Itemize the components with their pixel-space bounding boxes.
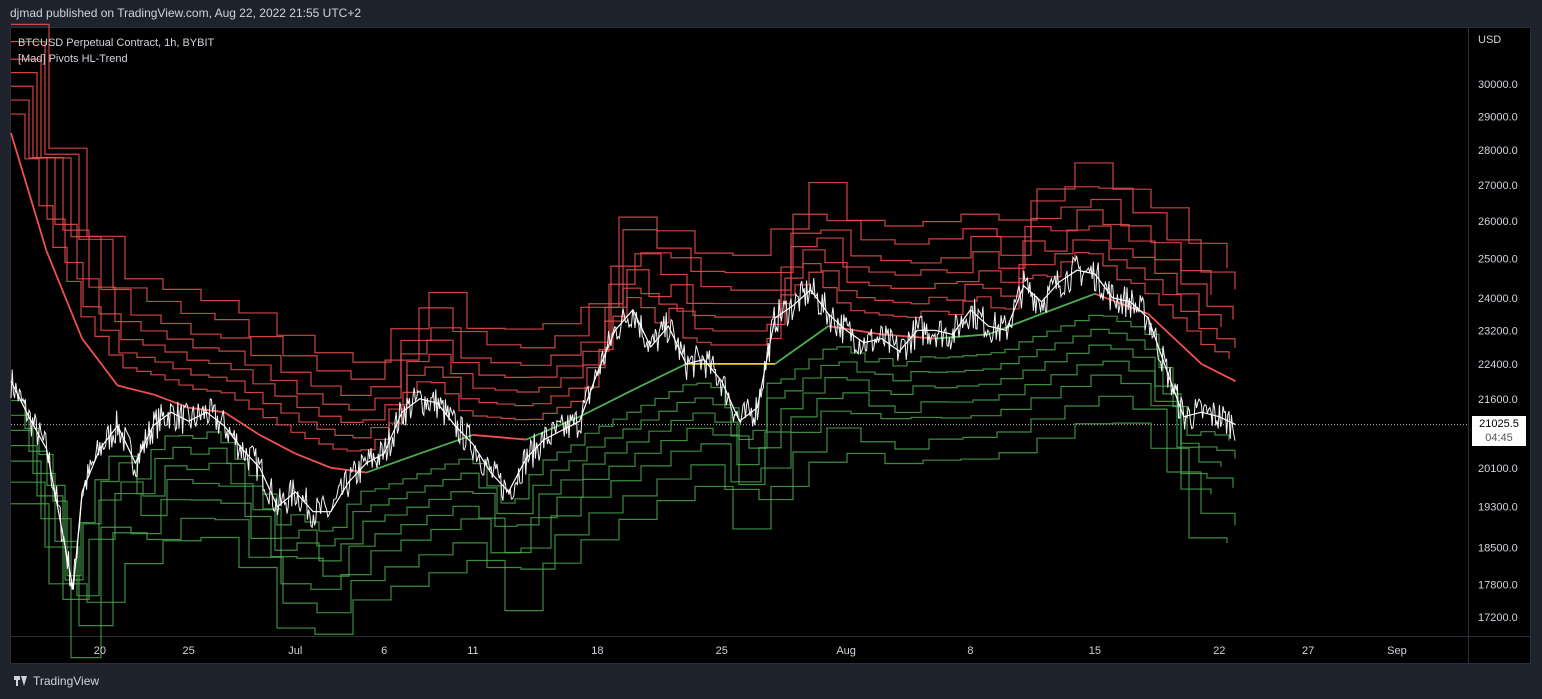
trend-segment [632,363,687,391]
y-tick-label: 25000.0 [1478,254,1518,266]
x-tick-label: Jul [288,645,302,657]
trend-segment [1041,292,1096,315]
x-tick-label: 27 [1302,645,1314,657]
trend-segment [472,434,527,441]
chart-legend: BTCUSD Perpetual Contract, 1h, BYBIT [Ma… [18,35,214,67]
price-layer [10,255,1236,590]
time-axis: 20 25 Jul 6 11 18 25 Aug 8 15 22 27 Sep [94,645,1407,657]
resistance-band-line [11,72,1234,411]
resistance-band-line [11,85,1222,423]
resistance-band-line [11,41,1236,380]
x-tick-label: 15 [1089,645,1101,657]
support-band-line [11,314,1230,577]
x-tick-label: 8 [967,645,973,657]
resistance-band-line [11,113,1230,452]
last-price-value: 21025.5 [1479,418,1519,430]
trend-segment [81,338,119,387]
trend-segment [10,132,48,252]
symbol-title: BTCUSD Perpetual Contract, 1h, BYBIT [18,37,215,49]
trend-segment [525,415,580,441]
tradingview-footer[interactable]: TradingView [14,674,99,688]
trend-segment [774,325,829,365]
support-band-line [11,328,1236,581]
currency-label: USD [1478,34,1502,46]
trend-segment [1147,313,1203,365]
trend-segment [259,434,296,455]
trend-segment [934,333,989,340]
trend-segment [366,452,420,474]
y-tick-label: 24000.0 [1478,293,1518,305]
y-tick-label: 28000.0 [1478,145,1518,157]
trend-segment [223,411,261,436]
support-band-line [11,344,1222,597]
x-tick-label: 25 [183,645,195,657]
x-tick-label: Sep [1387,645,1407,657]
y-tick-label: 21600.0 [1478,394,1518,406]
y-tick-label: 20100.0 [1478,463,1518,475]
support-band-line [11,374,1212,659]
price-axis: 30000.0 29000.0 28000.0 27000.0 26000.0 25000… [1478,79,1518,624]
y-tick-label: 19300.0 [1478,502,1518,514]
bar-countdown: 04:45 [1485,432,1513,444]
tradingview-logo-icon [14,676,28,686]
last-price-tag: 21025.5 04:45 [1472,416,1526,446]
trend-segment [419,434,474,455]
x-tick-label: Aug [836,645,856,657]
trend-segment [152,393,189,409]
x-tick-label: 11 [467,645,478,657]
y-tick-label: 22400.0 [1478,359,1518,371]
indicator-title[interactable]: [Mad] Pivots HL-Trend [18,53,128,65]
trend-segment [579,389,634,418]
x-tick-label: 22 [1213,645,1225,657]
y-tick-label: 23200.0 [1478,325,1518,337]
y-tick-label: 17800.0 [1478,579,1518,591]
x-tick-label: 6 [381,645,387,657]
resistance-band-line [11,23,1228,363]
y-tick-label: 27000.0 [1478,180,1518,192]
footer-brand: TradingView [33,674,100,688]
price-line [10,255,1236,590]
trend-segment [1201,363,1236,382]
y-tick-label: 17200.0 [1478,612,1518,624]
support-band-line [11,360,1234,600]
pivot-band-layer [11,23,1236,659]
x-tick-label: 25 [716,645,728,657]
publisher-header: djmad published on TradingView.com, Aug … [10,6,362,20]
trend-segment [45,250,83,339]
trend-segment [294,452,332,469]
y-tick-label: 30000.0 [1478,79,1518,91]
trend-segment [117,384,154,396]
y-tick-label: 29000.0 [1478,111,1518,123]
support-band-line [11,422,1228,635]
price-line-layer [11,28,1530,663]
y-tick-label: 18500.0 [1478,542,1518,554]
price-anchor-line [10,269,1236,590]
y-tick-label: 26000.0 [1478,216,1518,228]
x-tick-label: 18 [591,645,603,657]
x-tick-label: 20 [94,645,106,657]
support-band-line [11,395,1236,627]
